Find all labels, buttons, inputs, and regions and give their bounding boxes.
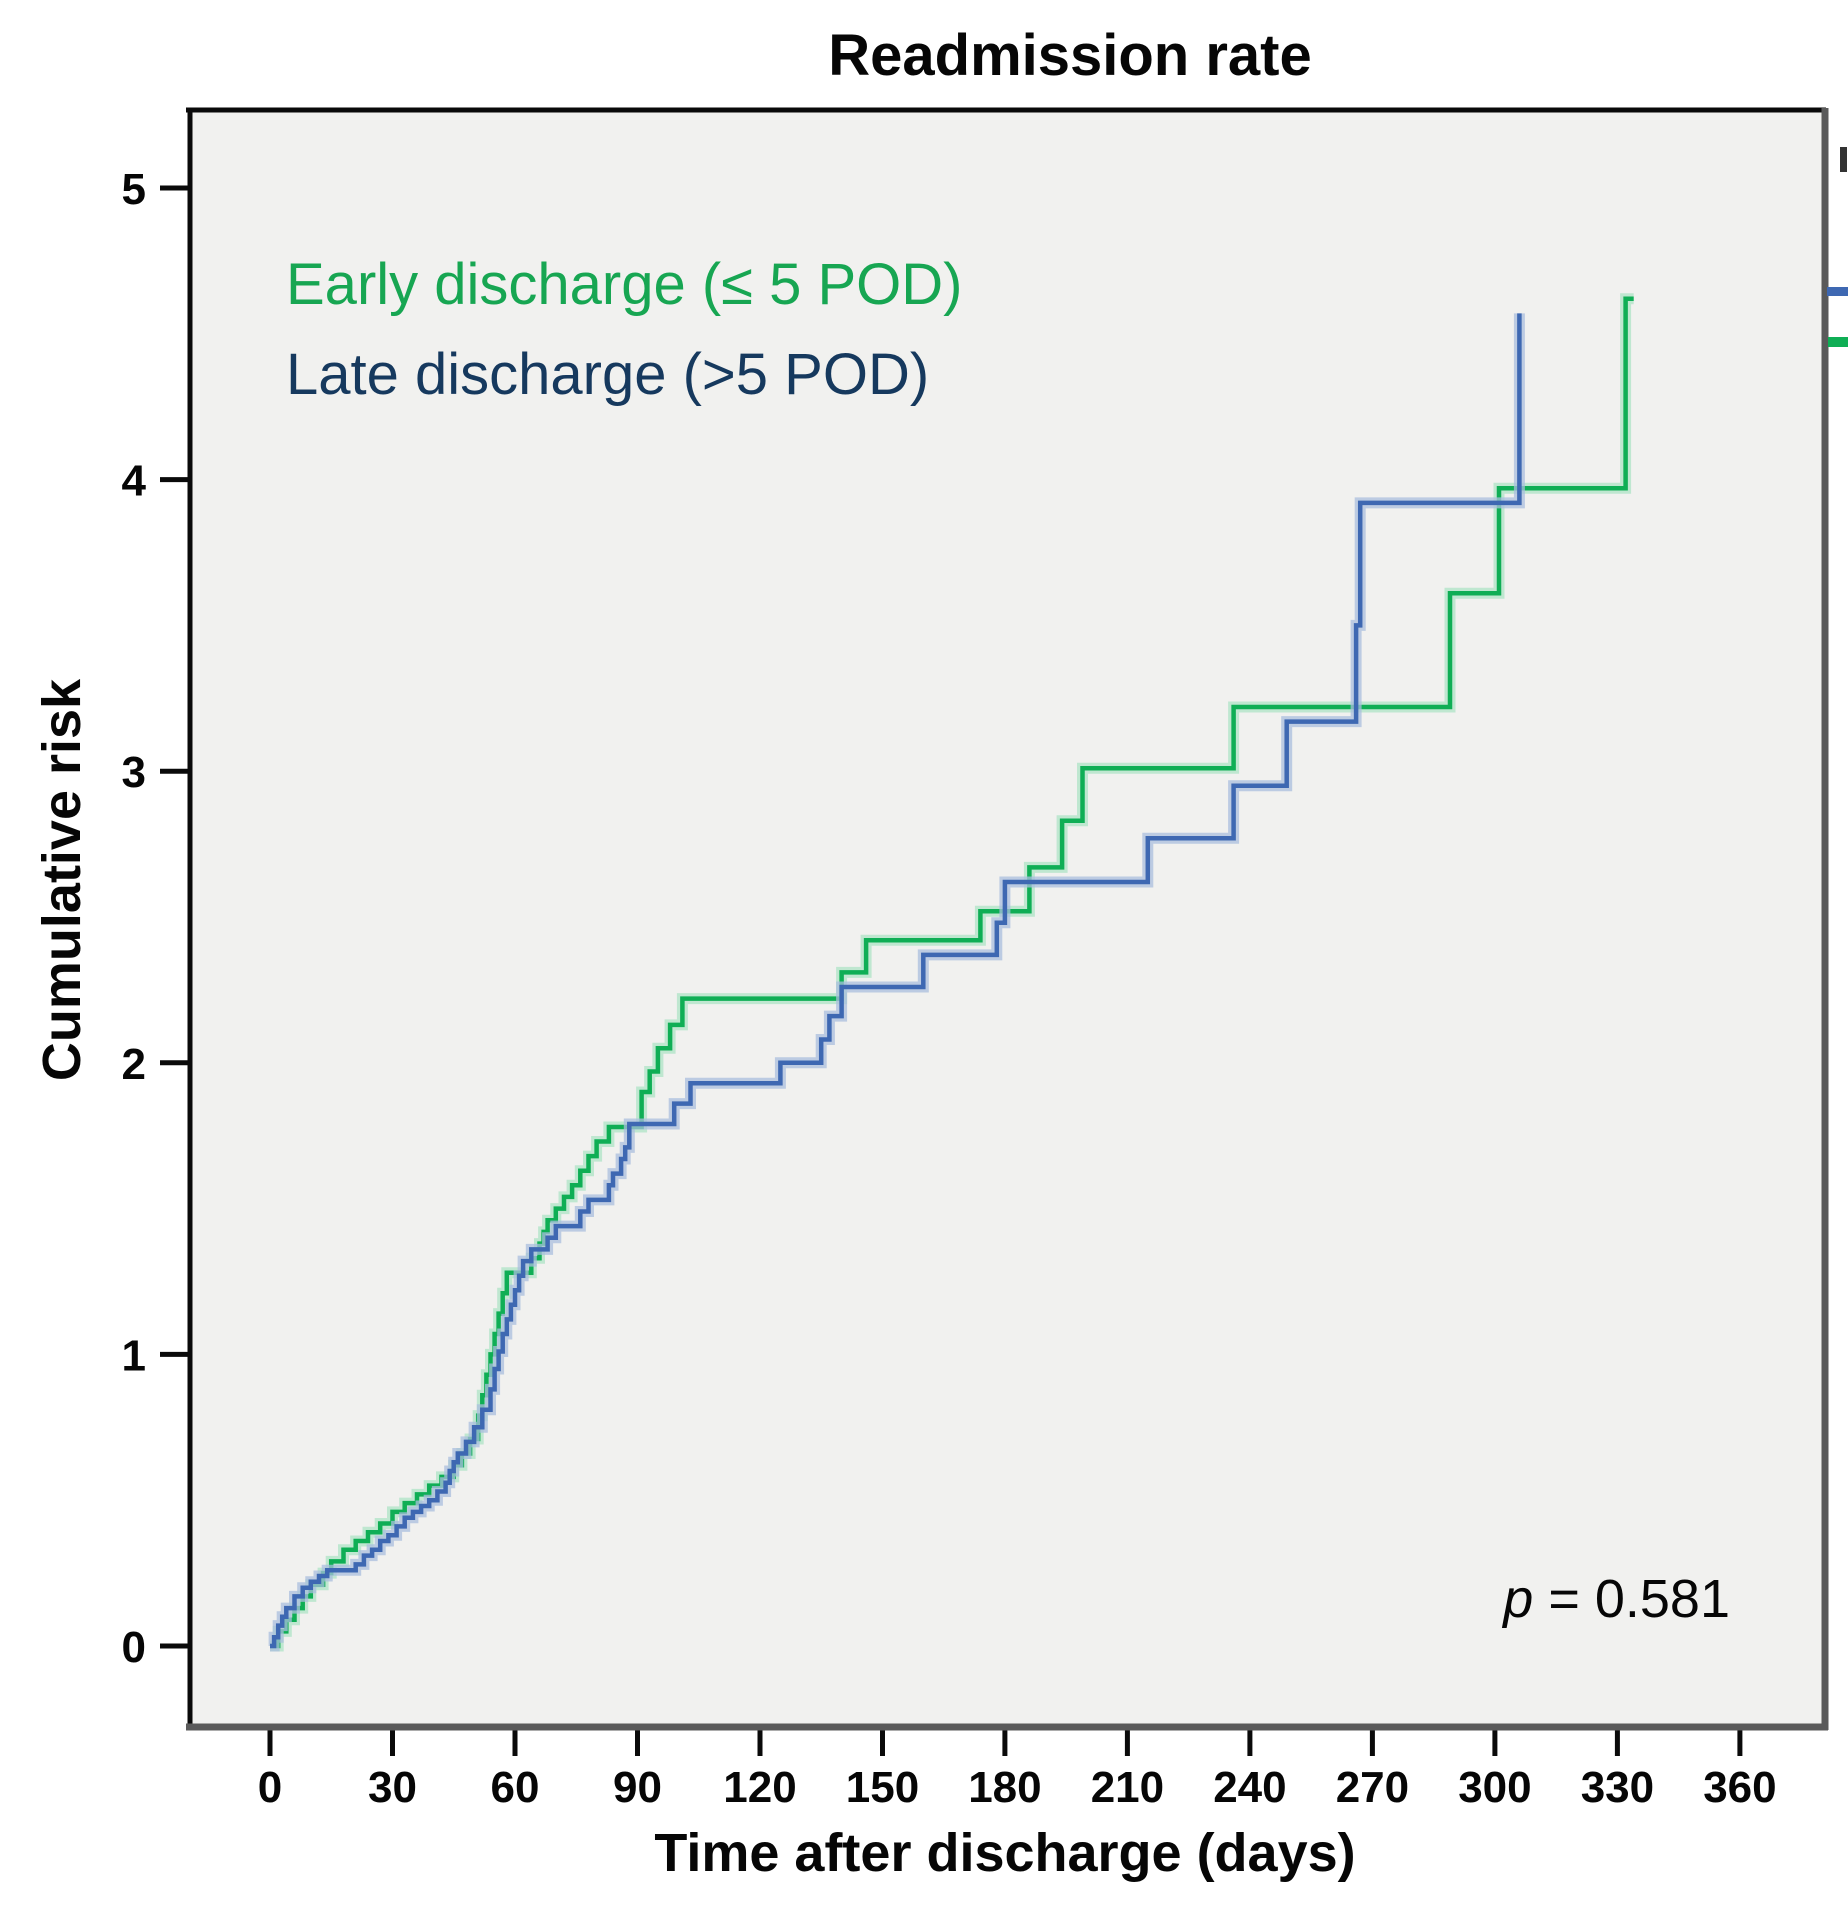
legend-entry-late-discharge: Late discharge (>5 POD) [286, 342, 930, 407]
p-symbol: p [1503, 1569, 1534, 1629]
x-tick-label: 150 [846, 1763, 919, 1812]
y-tick-label: 2 [122, 1040, 146, 1089]
x-tick-label: 30 [368, 1763, 417, 1812]
x-tick-label: 360 [1703, 1763, 1776, 1812]
chart-title: Readmission rate [828, 23, 1312, 88]
x-tick-label: 60 [491, 1763, 540, 1812]
early-discharge-curve [270, 296, 1634, 1649]
late-discharge-curve [270, 313, 1522, 1649]
cropped-edge-mark [1840, 147, 1847, 172]
legend-entry-early-discharge: Early discharge (≤ 5 POD) [286, 252, 963, 317]
x-tick-label: 300 [1458, 1763, 1531, 1812]
y-tick-label: 0 [122, 1623, 146, 1672]
cropped-legend-line-blue-icon [1827, 287, 1848, 296]
x-tick-label: 120 [723, 1763, 796, 1812]
x-tick-label: 210 [1091, 1763, 1164, 1812]
y-tick-label: 1 [122, 1331, 146, 1380]
chart-legend: Early discharge (≤ 5 POD) Late discharge… [286, 246, 963, 414]
y-tick-label: 3 [122, 748, 146, 797]
y-tick-label: 5 [122, 165, 146, 214]
x-tick-label: 270 [1336, 1763, 1409, 1812]
x-tick-label: 330 [1581, 1763, 1654, 1812]
x-tick-label: 90 [613, 1763, 662, 1812]
x-tick-label: 0 [258, 1763, 282, 1812]
x-tick-label: 240 [1213, 1763, 1286, 1812]
x-tick-label: 180 [968, 1763, 1041, 1812]
y-tick-label: 4 [122, 457, 147, 506]
p-value-annotation: p = 0.581 [1503, 1568, 1730, 1630]
x-axis-title: Time after discharge (days) [654, 1823, 1356, 1883]
p-value-text: = 0.581 [1533, 1569, 1730, 1629]
cropped-legend-line-green-icon [1828, 337, 1848, 347]
